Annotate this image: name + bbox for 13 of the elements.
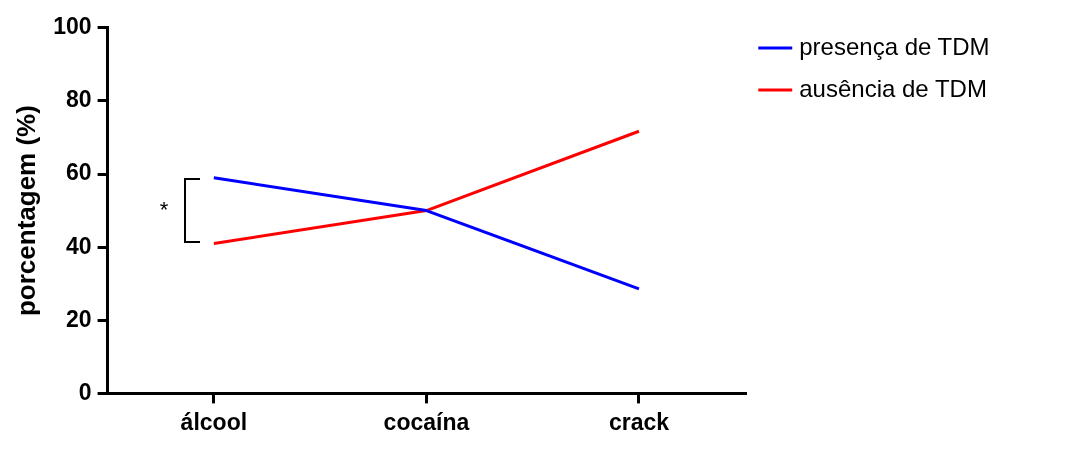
x-tick-label: cocaína bbox=[383, 408, 470, 435]
y-tick-label: 0 bbox=[78, 378, 92, 405]
annotation: * bbox=[159, 196, 169, 223]
y-tick-label: 100 bbox=[53, 13, 92, 40]
y-tick-label: 40 bbox=[65, 232, 92, 259]
x-tick-label: crack bbox=[608, 408, 670, 435]
y-tick-label: 20 bbox=[65, 305, 92, 332]
y-tick-label: 80 bbox=[65, 86, 92, 113]
y-tick-label: 60 bbox=[65, 159, 92, 186]
x-tick-label: álcool bbox=[180, 408, 248, 435]
y-axis-title: porcentagem (%) bbox=[10, 105, 41, 317]
legend-label: presença de TDM bbox=[799, 32, 990, 60]
legend-label: ausência de TDM bbox=[799, 74, 987, 102]
